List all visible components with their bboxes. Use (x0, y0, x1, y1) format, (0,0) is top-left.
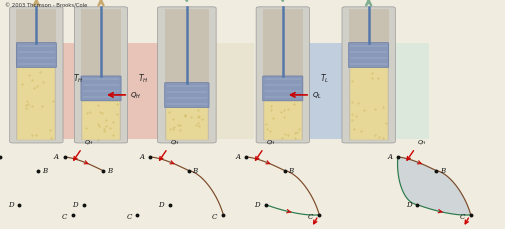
FancyBboxPatch shape (74, 8, 128, 143)
FancyBboxPatch shape (348, 44, 389, 68)
Text: D: D (8, 200, 13, 208)
Bar (263, 10, 303, 141)
FancyBboxPatch shape (263, 77, 303, 101)
Text: C: C (212, 212, 218, 220)
Bar (16, 10, 57, 141)
Text: D: D (158, 200, 164, 208)
Bar (349, 68, 388, 141)
Text: B: B (440, 166, 445, 174)
Text: $T_{H}$: $T_{H}$ (73, 72, 83, 85)
Text: $Q_H$: $Q_H$ (266, 137, 276, 146)
Bar (392, 44, 429, 140)
Text: D: D (254, 200, 260, 208)
Bar (165, 10, 209, 141)
Bar (82, 101, 120, 141)
FancyBboxPatch shape (81, 77, 121, 101)
Text: $T_{H}$: $T_{H}$ (137, 72, 148, 85)
Bar (60, 44, 96, 140)
Text: C: C (308, 212, 314, 220)
Text: B: B (288, 166, 294, 174)
FancyBboxPatch shape (16, 44, 57, 68)
Text: $Q_H$: $Q_H$ (170, 137, 180, 146)
Polygon shape (397, 157, 471, 215)
Text: B: B (107, 166, 112, 174)
Text: $Q_L$: $Q_L$ (312, 90, 322, 101)
Bar (348, 10, 389, 141)
Text: $Q_H$: $Q_H$ (84, 137, 94, 146)
Text: © 2003 Thomson - Brooks/Cole: © 2003 Thomson - Brooks/Cole (5, 3, 87, 8)
Bar (213, 44, 254, 140)
Text: B: B (42, 166, 47, 174)
Text: A: A (54, 153, 59, 160)
FancyBboxPatch shape (256, 8, 310, 143)
Text: $Q_H$: $Q_H$ (417, 137, 427, 146)
Text: C: C (460, 212, 465, 220)
FancyBboxPatch shape (10, 8, 63, 143)
Text: C: C (126, 212, 132, 220)
FancyBboxPatch shape (158, 8, 216, 143)
Text: D: D (406, 200, 411, 208)
Bar (166, 108, 208, 141)
Text: A: A (139, 153, 144, 160)
Bar (125, 44, 161, 140)
Bar (81, 10, 121, 141)
Text: C: C (62, 212, 67, 220)
FancyBboxPatch shape (342, 8, 395, 143)
Text: D: D (72, 200, 78, 208)
Text: $T_{L}$: $T_{L}$ (320, 72, 329, 85)
FancyBboxPatch shape (165, 83, 209, 108)
Text: A: A (387, 153, 392, 160)
Text: A: A (235, 153, 240, 160)
Text: $Q_H$: $Q_H$ (130, 90, 141, 101)
Text: B: B (192, 166, 198, 174)
Bar (307, 44, 343, 140)
Bar (17, 68, 56, 141)
Bar (264, 101, 302, 141)
